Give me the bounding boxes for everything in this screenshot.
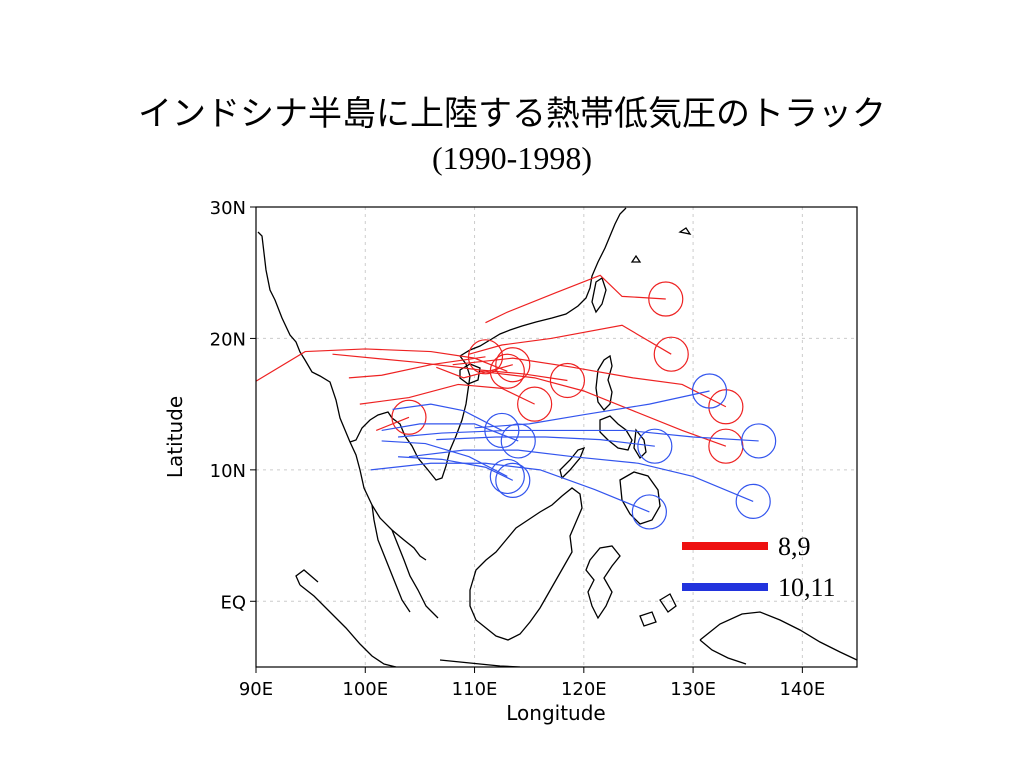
x-tick-label: 90E [239,679,273,700]
genesis-circle-oct-nov [484,412,520,449]
storm-track-oct-nov [392,403,503,431]
coastline-asia-mainland [257,207,627,561]
genesis-circle-oct-nov [637,428,673,464]
genesis-circle-oct-nov [741,423,777,459]
x-tick-label: 100E [342,679,388,700]
genesis-circle-aug-sep [391,399,427,435]
x-tick-label: 120E [561,679,607,700]
storm-track-oct-nov [436,436,655,447]
coastline-sulawesi [585,545,621,620]
legend-label-aug-sep: 8,9 [778,532,811,561]
genesis-circle-aug-sep [653,336,689,372]
storm-track-aug-sep [332,353,568,382]
track-layer [256,274,777,530]
coastline-philippines-luzon [595,354,613,411]
y-tick-label: 20N [210,329,246,350]
coastline-sumatra [295,569,397,667]
genesis-circle-aug-sep [549,362,586,399]
legend [682,542,768,591]
storm-track-aug-sep [256,348,508,382]
genesis-circle-oct-nov [495,462,531,498]
genesis-circle-oct-nov [631,494,667,530]
storm-track-aug-sep [359,383,535,405]
storm-track-oct-nov [381,423,519,442]
coastline-ryukyu [630,227,692,263]
plot-frame [255,206,858,668]
slide-title: インドシナ半島に上陸する熱帯低気圧のトラック [138,94,886,134]
coastline-java [439,659,521,667]
coastline-taiwan [591,276,607,314]
storm-track-oct-nov [398,456,514,481]
coastline-palawan [559,446,586,480]
genesis-circle-aug-sep [648,281,684,317]
storm-track-oct-nov [398,429,759,442]
storm-track-oct-nov [474,390,710,429]
y-tick-label: 10N [210,461,246,482]
genesis-circle-aug-sep [495,347,531,383]
storm-track-aug-sep [348,356,486,379]
coastline-philippines-visayas [599,415,647,460]
storm-track-oct-nov [381,440,508,477]
storm-track-oct-nov [370,462,650,513]
y-axis-label: Latitude [163,396,187,478]
storm-track-aug-sep [485,274,666,324]
storm-track-aug-sep [375,416,410,431]
x-axis-label: Longitude [506,701,605,725]
axis-ticks: 90E 100E 110E 120E 130E 140E EQ 10N 20N 30N [210,198,826,700]
legend-label-oct-nov: 10,11 [778,573,836,602]
x-tick-label: 130E [670,679,716,700]
coastline-maluku [639,593,677,627]
coastline-layer [257,207,857,667]
genesis-circle-oct-nov [500,423,536,459]
genesis-circle-aug-sep [467,339,504,375]
genesis-circle-oct-nov [735,483,771,519]
storm-track-aug-sep [468,324,672,355]
coastline-borneo [469,487,583,641]
coastline-malay-peninsula [371,504,439,619]
coastline-new-guinea [699,611,857,665]
slide-subtitle: (1990-1998) [432,140,592,176]
storm-track-oct-nov [408,449,754,502]
genesis-circle-oct-nov [691,373,728,409]
x-tick-label: 140E [779,679,825,700]
genesis-circle-oct-nov [489,458,525,495]
coastline-mindanao [619,471,661,525]
y-tick-label: EQ [220,592,246,613]
genesis-circle-aug-sep [517,386,553,422]
y-tick-label: 30N [210,198,246,219]
x-tick-label: 110E [452,679,498,700]
